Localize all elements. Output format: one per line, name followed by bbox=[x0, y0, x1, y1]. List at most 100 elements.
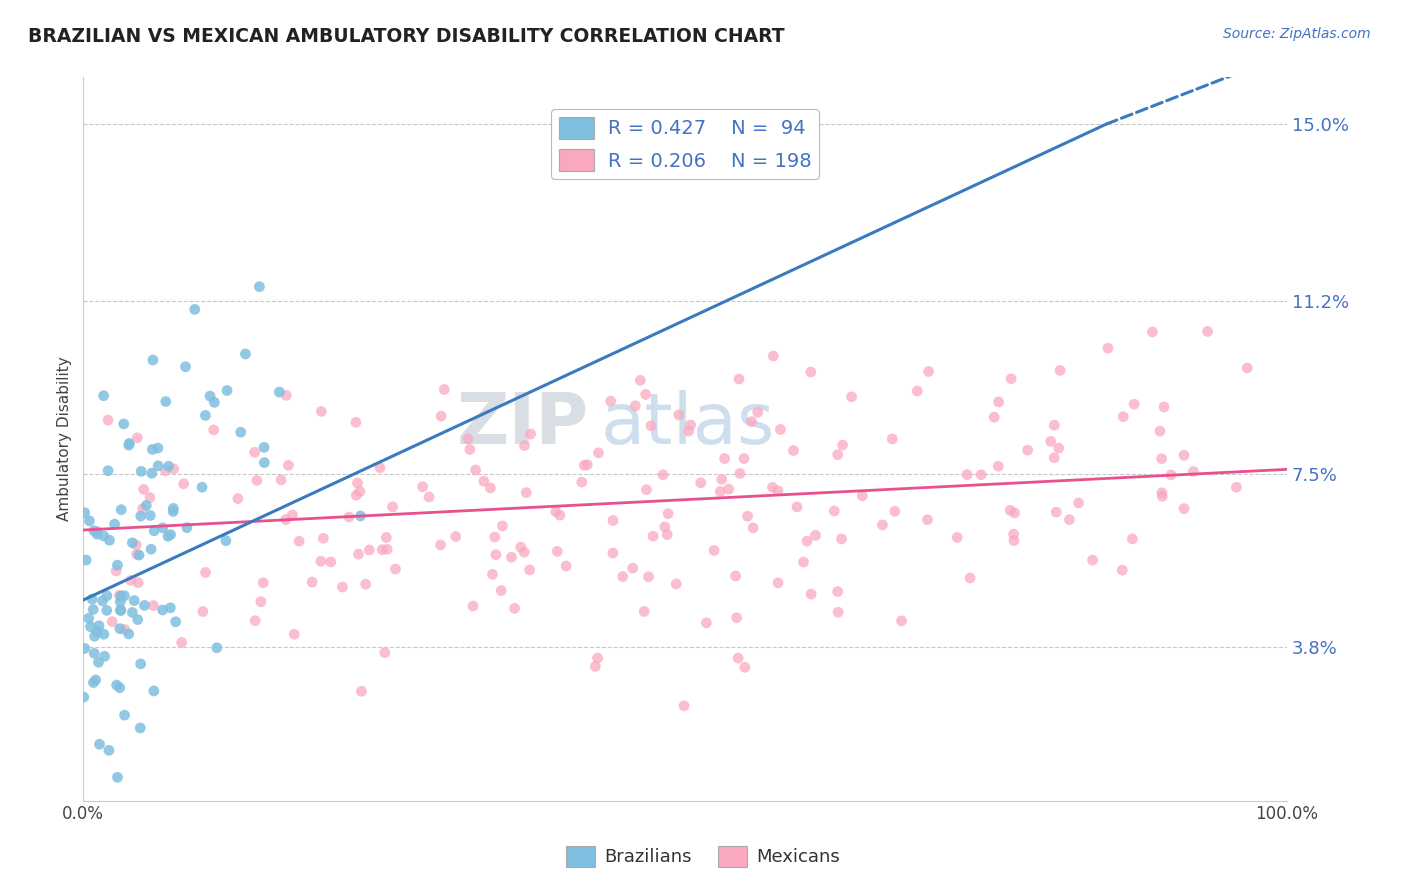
Point bbox=[1043, 418, 1066, 433]
Point bbox=[375, 542, 398, 557]
Point bbox=[654, 520, 676, 534]
Point bbox=[831, 438, 853, 452]
Point bbox=[215, 384, 238, 398]
Point bbox=[159, 527, 181, 541]
Point bbox=[250, 595, 273, 609]
Point bbox=[640, 418, 662, 433]
Point bbox=[350, 684, 373, 698]
Point bbox=[742, 521, 765, 535]
Point bbox=[457, 432, 479, 446]
Point bbox=[253, 441, 276, 455]
Point bbox=[118, 436, 141, 450]
Point bbox=[120, 574, 142, 588]
Point bbox=[583, 659, 606, 673]
Point bbox=[1002, 527, 1025, 541]
Point bbox=[112, 589, 135, 603]
Point bbox=[226, 491, 249, 506]
Point bbox=[384, 562, 406, 576]
Point bbox=[827, 448, 849, 462]
Point bbox=[1153, 400, 1175, 414]
Point bbox=[83, 646, 105, 660]
Point bbox=[107, 770, 129, 784]
Point bbox=[513, 545, 536, 559]
Point bbox=[602, 546, 624, 560]
Point bbox=[1000, 503, 1022, 517]
Point bbox=[588, 446, 610, 460]
Point bbox=[128, 548, 150, 562]
Point bbox=[851, 489, 873, 503]
Point bbox=[354, 577, 377, 591]
Point bbox=[555, 559, 578, 574]
Point bbox=[479, 481, 502, 495]
Point bbox=[800, 587, 823, 601]
Point bbox=[101, 615, 124, 629]
Point bbox=[110, 603, 132, 617]
Point bbox=[1047, 441, 1070, 455]
Point bbox=[1043, 450, 1066, 465]
Point bbox=[1002, 533, 1025, 548]
Point bbox=[191, 480, 214, 494]
Point bbox=[142, 684, 165, 698]
Point bbox=[1097, 341, 1119, 355]
Point bbox=[1059, 513, 1081, 527]
Point bbox=[917, 513, 939, 527]
Text: Source: ZipAtlas.com: Source: ZipAtlas.com bbox=[1223, 27, 1371, 41]
Point bbox=[301, 575, 323, 590]
Point bbox=[695, 615, 717, 630]
Point bbox=[491, 519, 513, 533]
Point bbox=[104, 517, 127, 532]
Point bbox=[956, 467, 979, 482]
Text: atlas: atlas bbox=[600, 390, 775, 459]
Point bbox=[194, 566, 217, 580]
Point bbox=[82, 675, 104, 690]
Point bbox=[134, 599, 156, 613]
Point bbox=[121, 606, 143, 620]
Point bbox=[792, 555, 814, 569]
Point bbox=[82, 592, 104, 607]
Point bbox=[485, 548, 508, 562]
Point bbox=[349, 484, 371, 499]
Point bbox=[288, 534, 311, 549]
Point bbox=[270, 473, 292, 487]
Point bbox=[202, 423, 225, 437]
Point bbox=[689, 475, 711, 490]
Point bbox=[283, 627, 305, 641]
Point bbox=[489, 583, 512, 598]
Point bbox=[152, 603, 174, 617]
Point bbox=[458, 442, 481, 457]
Point bbox=[433, 383, 456, 397]
Point bbox=[125, 538, 148, 552]
Point bbox=[724, 569, 747, 583]
Point bbox=[503, 601, 526, 615]
Point bbox=[86, 524, 108, 539]
Y-axis label: Ambulatory Disability: Ambulatory Disability bbox=[58, 357, 72, 522]
Point bbox=[77, 611, 100, 625]
Point bbox=[1004, 506, 1026, 520]
Point bbox=[418, 490, 440, 504]
Point bbox=[766, 575, 789, 590]
Point bbox=[890, 614, 912, 628]
Point bbox=[679, 417, 702, 432]
Point bbox=[1017, 443, 1039, 458]
Point bbox=[444, 529, 467, 543]
Point bbox=[183, 302, 205, 317]
Point bbox=[464, 463, 486, 477]
Point bbox=[602, 514, 624, 528]
Point bbox=[1045, 505, 1067, 519]
Point bbox=[129, 464, 152, 478]
Point bbox=[519, 427, 541, 442]
Point bbox=[544, 505, 567, 519]
Point bbox=[1150, 485, 1173, 500]
Point bbox=[332, 580, 354, 594]
Point bbox=[129, 509, 152, 524]
Point bbox=[346, 475, 368, 490]
Point bbox=[129, 657, 152, 671]
Point bbox=[96, 603, 118, 617]
Point bbox=[141, 467, 163, 481]
Point bbox=[131, 501, 153, 516]
Point bbox=[501, 550, 523, 565]
Point bbox=[710, 472, 733, 486]
Point bbox=[905, 384, 928, 398]
Point bbox=[135, 499, 157, 513]
Point bbox=[1152, 489, 1174, 503]
